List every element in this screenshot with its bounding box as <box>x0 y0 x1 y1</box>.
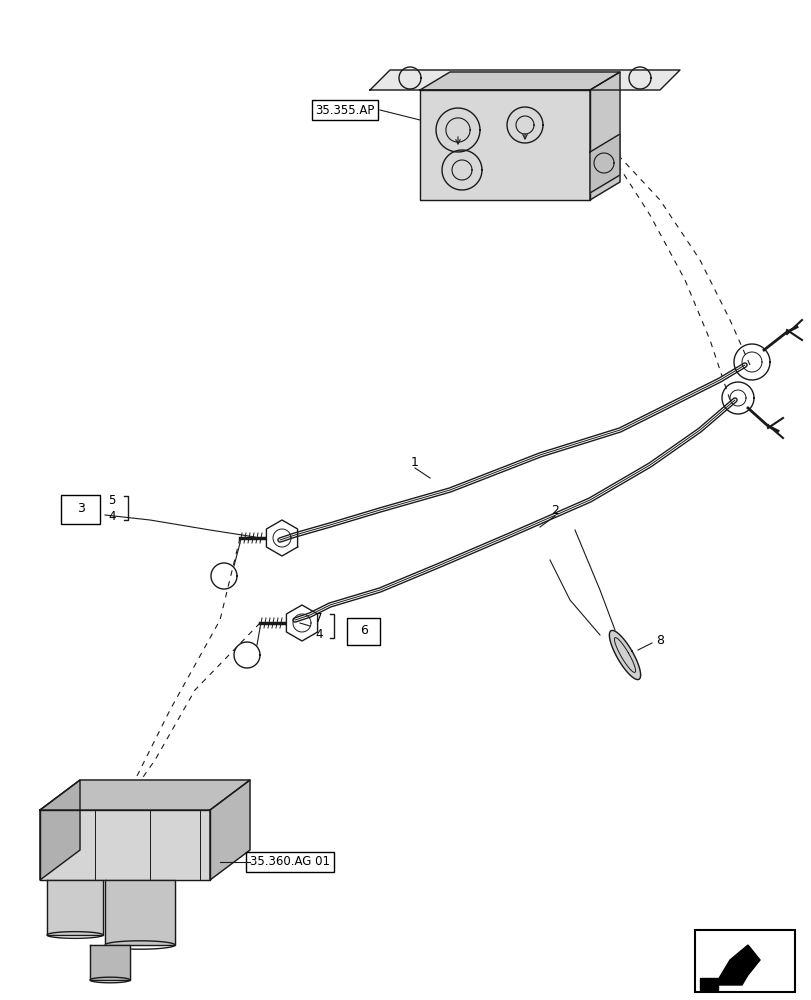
Polygon shape <box>47 880 103 935</box>
Text: 1: 1 <box>410 456 418 468</box>
Polygon shape <box>40 810 210 880</box>
Text: 7: 7 <box>315 611 322 624</box>
FancyBboxPatch shape <box>347 617 380 645</box>
Polygon shape <box>590 72 620 200</box>
Text: 6: 6 <box>359 624 367 638</box>
Text: 35.360.AG 01: 35.360.AG 01 <box>250 855 329 868</box>
Polygon shape <box>608 630 640 680</box>
Polygon shape <box>40 780 80 880</box>
Text: 4: 4 <box>108 510 115 522</box>
Polygon shape <box>210 780 250 880</box>
FancyBboxPatch shape <box>694 930 794 992</box>
Text: 2: 2 <box>551 504 558 516</box>
Polygon shape <box>90 945 130 980</box>
Text: 3: 3 <box>77 502 85 516</box>
Polygon shape <box>699 978 717 990</box>
Polygon shape <box>419 72 620 90</box>
Polygon shape <box>419 90 590 200</box>
FancyBboxPatch shape <box>62 494 101 524</box>
Polygon shape <box>370 70 679 90</box>
Text: 5: 5 <box>108 493 115 506</box>
Polygon shape <box>714 945 759 985</box>
Text: 4: 4 <box>315 628 322 641</box>
Polygon shape <box>105 880 175 945</box>
Polygon shape <box>590 134 620 193</box>
Polygon shape <box>40 780 250 810</box>
Text: 8: 8 <box>655 634 663 647</box>
Text: 35.355.AP: 35.355.AP <box>315 104 374 117</box>
